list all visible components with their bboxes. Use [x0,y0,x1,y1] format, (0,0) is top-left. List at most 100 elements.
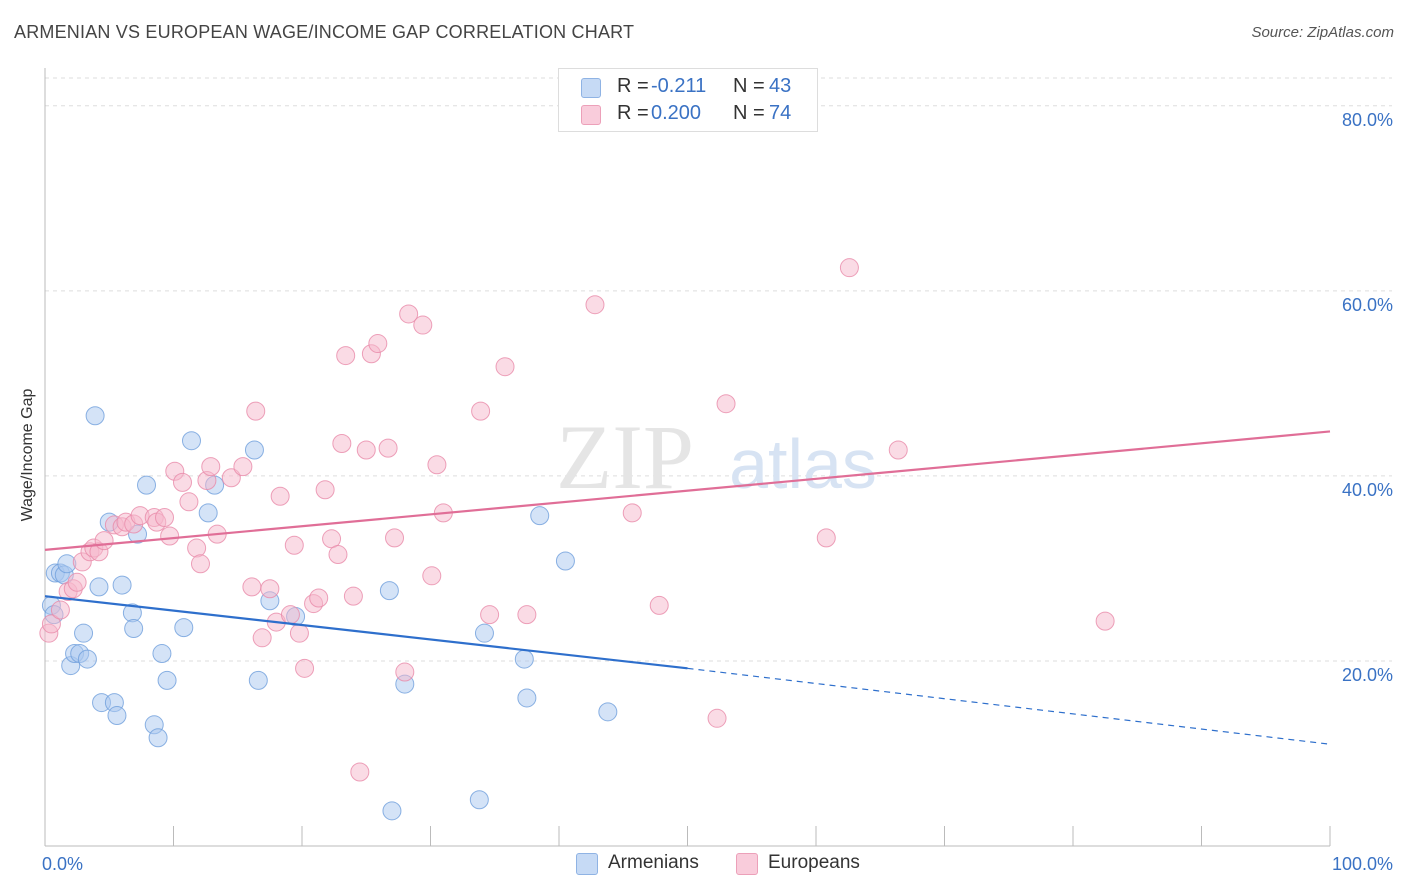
european-point [221,468,241,488]
european-point [187,538,207,558]
european-point [585,295,605,315]
european-point [517,605,537,625]
r-value: -0.211 [651,75,707,97]
armenian-point [112,575,132,595]
european-point [242,577,262,597]
european-point [427,455,447,475]
european-point [471,401,491,421]
armenian-point [469,790,489,810]
european-point [413,315,433,335]
axes [44,68,1331,847]
armenian-point [181,431,201,451]
trend-lines [44,430,1331,745]
armenian-point [517,688,537,708]
european-point [284,535,304,555]
european-point [622,503,642,523]
european-point [50,600,70,620]
european-point [422,566,442,586]
r-label: R = [617,102,649,124]
european-point [315,480,335,500]
european-point [332,433,352,453]
watermark: ZIP atlas [556,406,877,508]
european-point [716,394,736,414]
armenian-point [555,551,575,571]
european-point [839,258,859,278]
armenian-point [107,706,127,726]
data-points [39,258,1115,821]
armenian-point [124,619,144,639]
y-tick-label: 20.0% [1342,665,1393,685]
armenian-point [248,670,268,690]
european-point [172,472,192,492]
source-label: Source: ZipAtlas.com [1251,24,1394,41]
armenian-point [198,503,218,523]
legend-label-europeans: Europeans [768,852,860,873]
european-point [233,457,253,477]
european-point [190,554,210,574]
x-tick-label: 0.0% [42,854,83,874]
european-point [649,595,669,615]
n-label: N = [733,102,765,124]
european-point [888,440,908,460]
armenian-point [244,440,264,460]
armenians-legend-swatch [576,853,598,875]
armenian-point [152,644,172,664]
n-value: 43 [769,75,792,97]
armenian-point [379,581,399,601]
european-point [707,708,727,728]
european-point [155,508,175,528]
armenian-point [382,801,402,821]
armenian-point [530,506,550,526]
armenian-point [514,649,534,669]
y-tick-label: 40.0% [1342,480,1393,500]
european-point [480,605,500,625]
european-point [94,531,114,551]
armenian-point [85,406,105,426]
tick-labels: 20.0% 40.0% 60.0% 80.0% 0.0% 100.0% [42,110,1393,874]
armenian-point [174,618,194,638]
european-point [399,304,419,324]
european-point [1095,611,1115,631]
european-point [350,762,370,782]
armenians-trend-line [44,595,688,670]
european-point [201,457,221,477]
european-point [343,586,363,606]
european-point [368,334,388,354]
european-point [295,658,315,678]
european-point [378,438,398,458]
european-point [385,528,405,548]
european-point [246,401,266,421]
european-point [67,572,87,592]
european-point [816,528,836,548]
europeans-trend-line [44,430,1331,551]
europeans-swatch [581,105,601,125]
european-point [309,588,329,608]
series-armenians [41,406,618,821]
european-point [270,486,290,506]
armenian-point [89,577,109,597]
armenian-point [474,623,494,643]
european-point [280,605,300,625]
grid-lines [45,77,1392,662]
european-point [395,662,415,682]
european-point [356,440,376,460]
stats-legend: R = -0.211 N = 43 R = 0.200 N = 74 [558,68,818,132]
european-point [336,346,356,366]
european-point [260,579,280,599]
y-tick-label: 80.0% [1342,110,1393,130]
y-tick-label: 60.0% [1342,295,1393,315]
armenian-point [157,670,177,690]
armenians-trend-extension [687,667,1331,745]
watermark-atlas: atlas [729,425,877,503]
x-tick-label: 100.0% [1332,854,1393,874]
legend-label-armenians: Armenians [608,852,699,873]
chart-title: ARMENIAN VS EUROPEAN WAGE/INCOME GAP COR… [14,22,635,42]
armenian-point [74,623,94,643]
europeans-legend-swatch [736,853,758,875]
series-europeans [39,258,1115,782]
armenian-point [598,702,618,722]
european-point [328,545,348,565]
european-point [289,623,309,643]
watermark-zip: ZIP [556,406,694,508]
